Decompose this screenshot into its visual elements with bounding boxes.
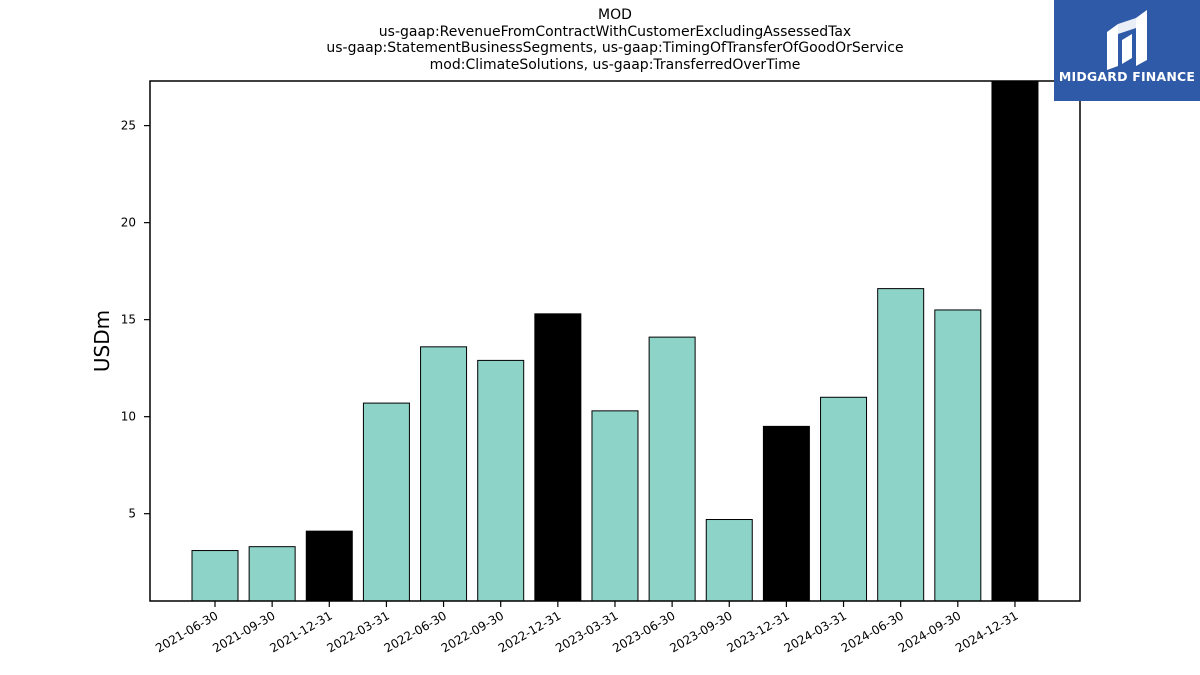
bar [705,519,753,602]
y-axis-label: USDm [90,310,114,372]
y-tick-label: 10 [121,410,136,424]
bar [820,396,868,602]
x-tick-label: 2024-03-31 [782,608,849,655]
x-tick-label: 2022-09-30 [439,608,506,655]
x-tick-label: 2023-06-30 [610,608,677,655]
x-tick-label: 2023-12-31 [724,608,791,655]
bar [934,309,982,602]
y-tick-label: 5 [128,507,136,521]
logo-text: MIDGARD FINANCE [1058,69,1196,84]
x-tick-label: 2024-12-31 [953,608,1020,655]
bar [191,550,239,602]
midgard-finance-logo: MIDGARD FINANCE [1054,0,1200,101]
x-tick-label: 2021-06-30 [153,608,220,655]
bar [648,336,696,602]
bar [362,402,410,602]
bar [248,546,296,602]
bar [534,313,582,602]
x-tick-label: 2024-09-30 [896,608,963,655]
bar [305,530,353,602]
y-tick-label: 20 [121,216,136,230]
y-tick-label: 15 [121,313,136,327]
x-tick-label: 2022-03-31 [325,608,392,655]
x-tick-label: 2024-06-30 [839,608,906,655]
y-tick-label: 25 [121,119,136,133]
bar [762,425,810,602]
bar [477,359,525,602]
x-tick-label: 2023-09-30 [667,608,734,655]
x-tick-label: 2023-03-31 [553,608,620,655]
chart-title-line: us-gaap:RevenueFromContractWithCustomerE… [378,23,852,40]
chart-title: MOD us-gaap:RevenueFromContractWithCusto… [150,7,1080,73]
x-tick-label: 2022-06-30 [382,608,449,655]
chart-title-line: MOD [598,7,632,23]
bar [420,346,468,602]
x-tick-label: 2021-12-31 [267,608,334,655]
chart-title-line: us-gaap:StatementBusinessSegments, us-ga… [326,40,904,56]
x-tick-label: 2022-12-31 [496,608,563,655]
bar [991,80,1039,602]
bar [591,410,639,602]
bar [877,288,925,602]
midgard-logo-icon [1107,10,1147,70]
chart-title-line: mod:ClimateSolutions, us-gaap:Transferre… [429,56,801,73]
x-tick-label: 2021-09-30 [210,608,277,655]
